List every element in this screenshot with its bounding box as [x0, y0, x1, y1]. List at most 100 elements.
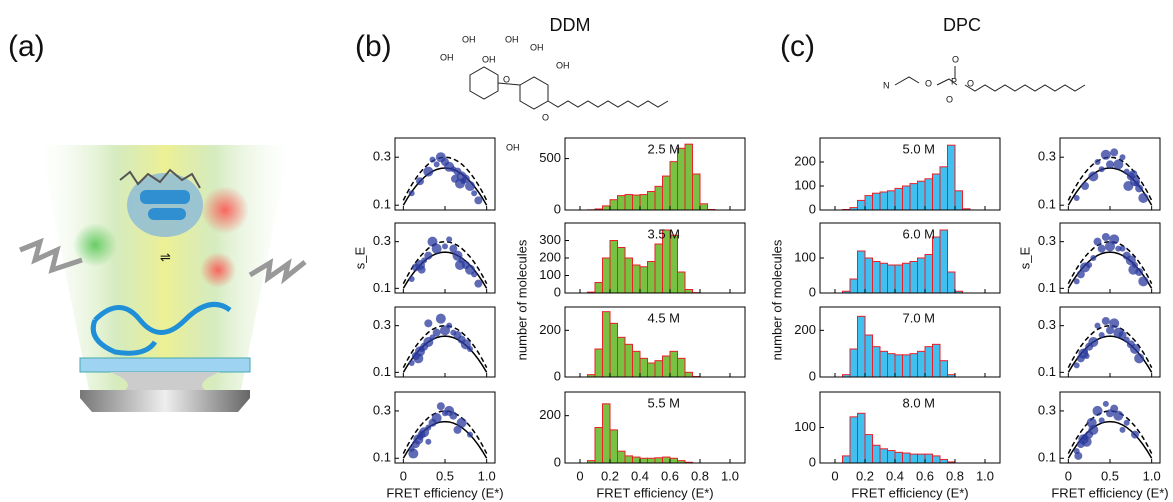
atom-label: OH [556, 60, 570, 70]
point [1119, 245, 1126, 252]
plot-area [1067, 317, 1153, 373]
y-tick-label: 0.1 [1038, 280, 1056, 295]
point [416, 177, 424, 186]
point [408, 190, 415, 197]
point [429, 156, 436, 163]
bar [872, 346, 881, 377]
point [427, 236, 438, 247]
annotation: 4.5 M [648, 310, 681, 325]
x-axis-label: FRET efficiency (E*) [596, 485, 713, 500]
point [1123, 336, 1130, 343]
bar [947, 144, 956, 210]
bar [669, 457, 678, 463]
scatter-panel: 0.1 0.3 0 0.5 1.0 FRET efficiency (E*) [373, 391, 504, 500]
bar [602, 403, 611, 463]
plot-area [402, 402, 488, 459]
bar [902, 354, 911, 377]
point [1092, 405, 1103, 416]
bar [639, 266, 648, 293]
bar [857, 199, 866, 210]
point [408, 276, 415, 282]
scatter-panel: 0.1 0.3 0 0.5 1.0 FRET efficiency (E*) [1038, 391, 1169, 500]
point [1093, 237, 1102, 246]
y-tick-label: 200 [539, 322, 561, 337]
y-tick-label: 0.3 [373, 149, 391, 164]
point [1135, 184, 1144, 193]
plot-area [402, 313, 488, 373]
y-tick-label: 200 [539, 407, 561, 422]
plot-area [402, 236, 488, 289]
point [456, 417, 467, 428]
bar [924, 254, 933, 293]
x-tick-label: 0.5 [1101, 468, 1119, 483]
bar [909, 353, 918, 377]
panel-label: (c) [780, 30, 815, 63]
bar [624, 257, 633, 293]
bar [609, 240, 618, 293]
point [1113, 159, 1124, 170]
axes-frame [819, 137, 1001, 211]
bar [879, 262, 888, 293]
x-tick-label: 1.0 [976, 468, 994, 483]
point [1131, 430, 1139, 439]
bar [849, 348, 858, 377]
bar [864, 257, 873, 293]
bar [647, 362, 656, 377]
y-axis-label: number of molecules [514, 239, 529, 360]
point [1094, 159, 1101, 165]
bar [849, 416, 858, 463]
bar [639, 457, 648, 463]
y-tick-label: 0 [809, 454, 816, 469]
bar [879, 350, 888, 377]
bar [624, 343, 633, 377]
bar [879, 448, 888, 463]
point [474, 196, 483, 205]
point [1083, 353, 1090, 359]
histogram-panel: 3.5 M 0 100 200 300 number of molecules [514, 222, 746, 360]
equilibrium-arrow: ⇌ [160, 249, 171, 264]
y-tick-label: 100 [539, 267, 561, 282]
plot-area [402, 152, 488, 206]
plot-area [1067, 400, 1153, 460]
bar [872, 444, 881, 463]
bar [617, 450, 626, 463]
bar [924, 346, 933, 377]
point [1123, 419, 1130, 426]
bar [932, 455, 941, 463]
bar [902, 262, 911, 293]
bar [677, 357, 686, 377]
point [449, 244, 458, 253]
x-tick-label: 0.6 [661, 468, 679, 483]
y-tick-label: 100 [794, 249, 816, 264]
column-title: DDM [550, 15, 591, 35]
y-tick-label: 300 [539, 232, 561, 247]
fit-curve-dashed [402, 410, 488, 454]
point [1118, 331, 1127, 339]
bar [857, 412, 866, 463]
histogram-panel: 5.5 M 0 200 0 0.2 0.4 0.6 0.8 1.0 FRET efficiency… [539, 391, 746, 500]
x-tick-label: 0.2 [856, 468, 874, 483]
plot-area [587, 403, 693, 463]
y-tick-label: 0 [809, 201, 816, 216]
histogram-panel: 4.5 M 0 200 [539, 306, 746, 383]
plot-area [587, 311, 701, 377]
point [1128, 264, 1139, 275]
x-tick-label: 1.0 [721, 468, 739, 483]
x-tick-label: 0 [576, 468, 583, 483]
bar [639, 194, 648, 210]
bar [624, 194, 633, 210]
atom-label: O [952, 54, 959, 64]
bar [902, 185, 911, 210]
scatter-panel: 0.1 0.3 [1038, 306, 1161, 379]
plot-area [842, 229, 963, 293]
histogram-panel: 8.0 M 0 100 0 0.2 0.4 0.6 0.8 1.0 FRET efficiency… [794, 391, 1001, 500]
x-axis-label: FRET efficiency (E*) [851, 485, 968, 500]
bar [879, 191, 888, 210]
bar [647, 457, 656, 463]
fit-curve-dashed [402, 324, 488, 369]
ddm-structure [469, 66, 669, 110]
y-tick-label: 0.1 [1038, 364, 1056, 379]
point [1088, 171, 1099, 182]
point [1086, 417, 1097, 428]
